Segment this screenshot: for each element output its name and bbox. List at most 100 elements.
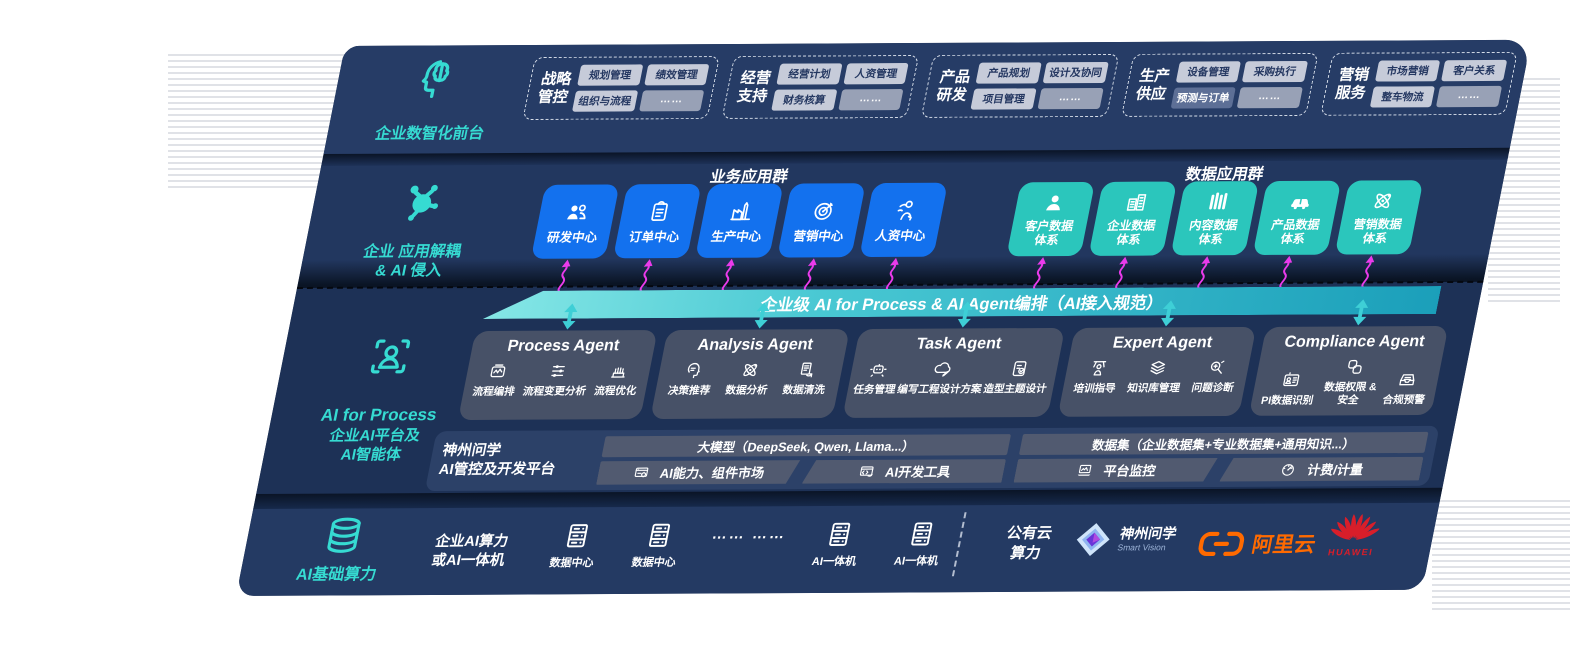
app-tile: 内容数据 体系 bbox=[1170, 181, 1260, 256]
module-chip: 设备管理 bbox=[1175, 61, 1242, 83]
group-name: 战略 管控 bbox=[536, 70, 574, 106]
server-item: AI一体机 bbox=[886, 518, 954, 568]
agent-title: Process Agent bbox=[505, 337, 621, 355]
agent-capability: 知识库管理 bbox=[1126, 357, 1186, 395]
ai-for-process-title: AI for Process bbox=[319, 405, 439, 425]
teal-updown-arrow bbox=[1161, 300, 1177, 327]
agent-capability: 任务管理 bbox=[852, 359, 901, 397]
magenta-flow-arrow bbox=[1033, 257, 1046, 292]
agent-capability: 流程变更分析 bbox=[522, 360, 593, 398]
app-tile: 营销数据 体系 bbox=[1334, 180, 1424, 255]
tile-label: 生产中心 bbox=[709, 229, 763, 244]
tile-label: 人资中心 bbox=[873, 228, 927, 243]
server-icon bbox=[648, 523, 670, 547]
agent-capability: 培训指导 bbox=[1072, 358, 1121, 396]
agent-box: Process Agent 流程编排 流程变更分析 流程优化 bbox=[457, 303, 658, 421]
agent-capability: 造型主题设计 bbox=[982, 358, 1053, 396]
platform-cell: 计费/计量 bbox=[1219, 456, 1423, 481]
capability-label: 流程优化 bbox=[592, 385, 638, 398]
tile-label: 研发中心 bbox=[545, 230, 599, 245]
app-tile: 客户数据 体系 bbox=[1006, 181, 1096, 257]
module-chip: 人资管理 bbox=[843, 63, 910, 85]
server-item: 数据中心 bbox=[541, 520, 609, 570]
capability-label: 数据清洗 bbox=[781, 384, 826, 397]
data-app-tiles: 客户数据 体系 企业数据 体系 内容数据 体系 产品数据 体系 营销数据 体系 bbox=[999, 180, 1424, 292]
front-office-group: 战略 管控 规划管理 绩效管理 组织与流程…… bbox=[522, 56, 721, 120]
capability-label: 流程变更分析 bbox=[521, 385, 588, 398]
flow-icon bbox=[490, 364, 505, 378]
teach-icon bbox=[1093, 361, 1107, 376]
magenta-flow-arrow bbox=[885, 257, 899, 292]
ai-platform-subtitle: 企业AI平台及 AI智能体 bbox=[327, 427, 422, 464]
capability-label: 合规预警 bbox=[1381, 393, 1426, 406]
architecture-panel: 企业数智化前台 战略 管控 规划管理 绩效管理 组织与流程…… 经营 支持 经营计划人… bbox=[235, 39, 1532, 596]
group-chips: 设备管理 采购执行 预测与订单…… bbox=[1170, 60, 1308, 109]
group-chips: 市场营销 客户关系 整车物流…… bbox=[1369, 59, 1508, 108]
capability-label: 任务管理 bbox=[852, 383, 897, 396]
platform-cell: 平台监控 bbox=[1013, 457, 1217, 482]
target-icon bbox=[814, 202, 833, 220]
bot-grid-icon bbox=[870, 363, 887, 378]
tablet-check-icon bbox=[1012, 361, 1027, 377]
agent-capability: 数据清洗 bbox=[781, 359, 830, 397]
app-layer-label: 企业 应用解耦 & AI 侵入 bbox=[361, 243, 463, 280]
module-chip: …… bbox=[1037, 87, 1104, 110]
molecule-icon bbox=[391, 177, 452, 232]
doc-clean-icon bbox=[801, 362, 813, 378]
app-tile-cell: 营销中心 bbox=[770, 183, 866, 293]
sliders-icon bbox=[551, 365, 566, 377]
server-item: 数据中心 bbox=[623, 520, 691, 570]
agent-box: Compliance Agent PI数据识别 数据权限 & 安全 合规预警 bbox=[1248, 299, 1449, 417]
car-icon bbox=[1290, 198, 1309, 210]
front-office-sidebar: 企业数智化前台 bbox=[348, 57, 525, 144]
capability-label: PI数据识别 bbox=[1260, 394, 1315, 407]
infrastructure-divider bbox=[951, 512, 967, 577]
capability-label: 问题诊断 bbox=[1190, 381, 1235, 395]
module-chip: 经营计划 bbox=[776, 63, 843, 85]
app-tile: 人资中心 bbox=[859, 182, 948, 258]
agent-capability: 合规预警 bbox=[1381, 369, 1430, 407]
atom-icon bbox=[743, 363, 758, 377]
decorative-stripes-right-bottom bbox=[1432, 500, 1570, 612]
platform-bar: 大模型（DeepSeek, Qwen, Llama...） bbox=[601, 433, 1012, 457]
agent-capability: 数据分析 bbox=[724, 359, 773, 397]
agent-capability: 问题诊断 bbox=[1190, 357, 1239, 395]
agent-title: Analysis Agent bbox=[696, 336, 815, 354]
module-chip: 产品规划 bbox=[975, 62, 1042, 84]
front-office-groups: 战略 管控 规划管理 绩效管理 组织与流程…… 经营 支持 经营计划 人资管理 财务核算…… bbox=[522, 51, 1518, 120]
app-tile-cell: 订单中心 bbox=[606, 183, 702, 294]
alert-inbox-icon bbox=[1399, 373, 1415, 385]
capability-label: 编写工程设计方案 bbox=[896, 383, 983, 396]
module-chip: 整车物流 bbox=[1369, 86, 1436, 108]
magenta-flow-arrow bbox=[721, 258, 735, 293]
magenta-flow-arrow bbox=[1197, 256, 1211, 291]
group-chips: 经营计划 人资管理 财务核算…… bbox=[771, 63, 910, 111]
module-chip: 项目管理 bbox=[970, 88, 1037, 110]
gauge-icon bbox=[1278, 460, 1300, 478]
teal-updown-arrow bbox=[957, 301, 973, 328]
permission-icon bbox=[1347, 359, 1362, 374]
app-tile-cell: 内容数据 体系 bbox=[1164, 181, 1260, 291]
database-icon bbox=[316, 513, 372, 562]
app-tile-cell: 生产中心 bbox=[688, 183, 784, 293]
tile-label: 营销数据 体系 bbox=[1352, 217, 1404, 246]
server-icon bbox=[828, 522, 850, 546]
business-app-tiles: 研发中心 订单中心 生产中心 营销中心 人资中心 bbox=[524, 182, 948, 294]
diagnose-icon bbox=[1210, 360, 1225, 374]
infrastructure-label: AI基础算力 bbox=[294, 566, 378, 584]
platform-label: 神州问学 AI管控及开发平台 bbox=[437, 442, 557, 479]
group-chips: 规划管理 绩效管理 组织与流程…… bbox=[571, 64, 710, 112]
module-chip: 财务核算 bbox=[771, 89, 838, 111]
platform-cell-label: AI能力、组件市场 bbox=[658, 465, 766, 481]
server-item: AI一体机 bbox=[804, 519, 872, 569]
platform-bar: 数据集（企业数据集+专业数据集+通用知识...） bbox=[1019, 431, 1429, 455]
server-label: 数据中心 bbox=[630, 556, 677, 569]
group-chips: 产品规划 设计及协同 项目管理…… bbox=[970, 61, 1109, 110]
layers-icon bbox=[1150, 360, 1166, 375]
agent-boxes: Process Agent 流程编排 流程变更分析 流程优化 Analysis Ag… bbox=[457, 299, 1449, 421]
platform-cell-label: 计费/计量 bbox=[1305, 462, 1365, 478]
app-layer-sidebar: 企业 应用解耦 & AI 侵入 bbox=[326, 177, 507, 282]
module-chip: …… bbox=[1436, 85, 1503, 108]
module-chip: 市场营销 bbox=[1374, 60, 1441, 82]
module-chip: 绩效管理 bbox=[643, 64, 710, 86]
